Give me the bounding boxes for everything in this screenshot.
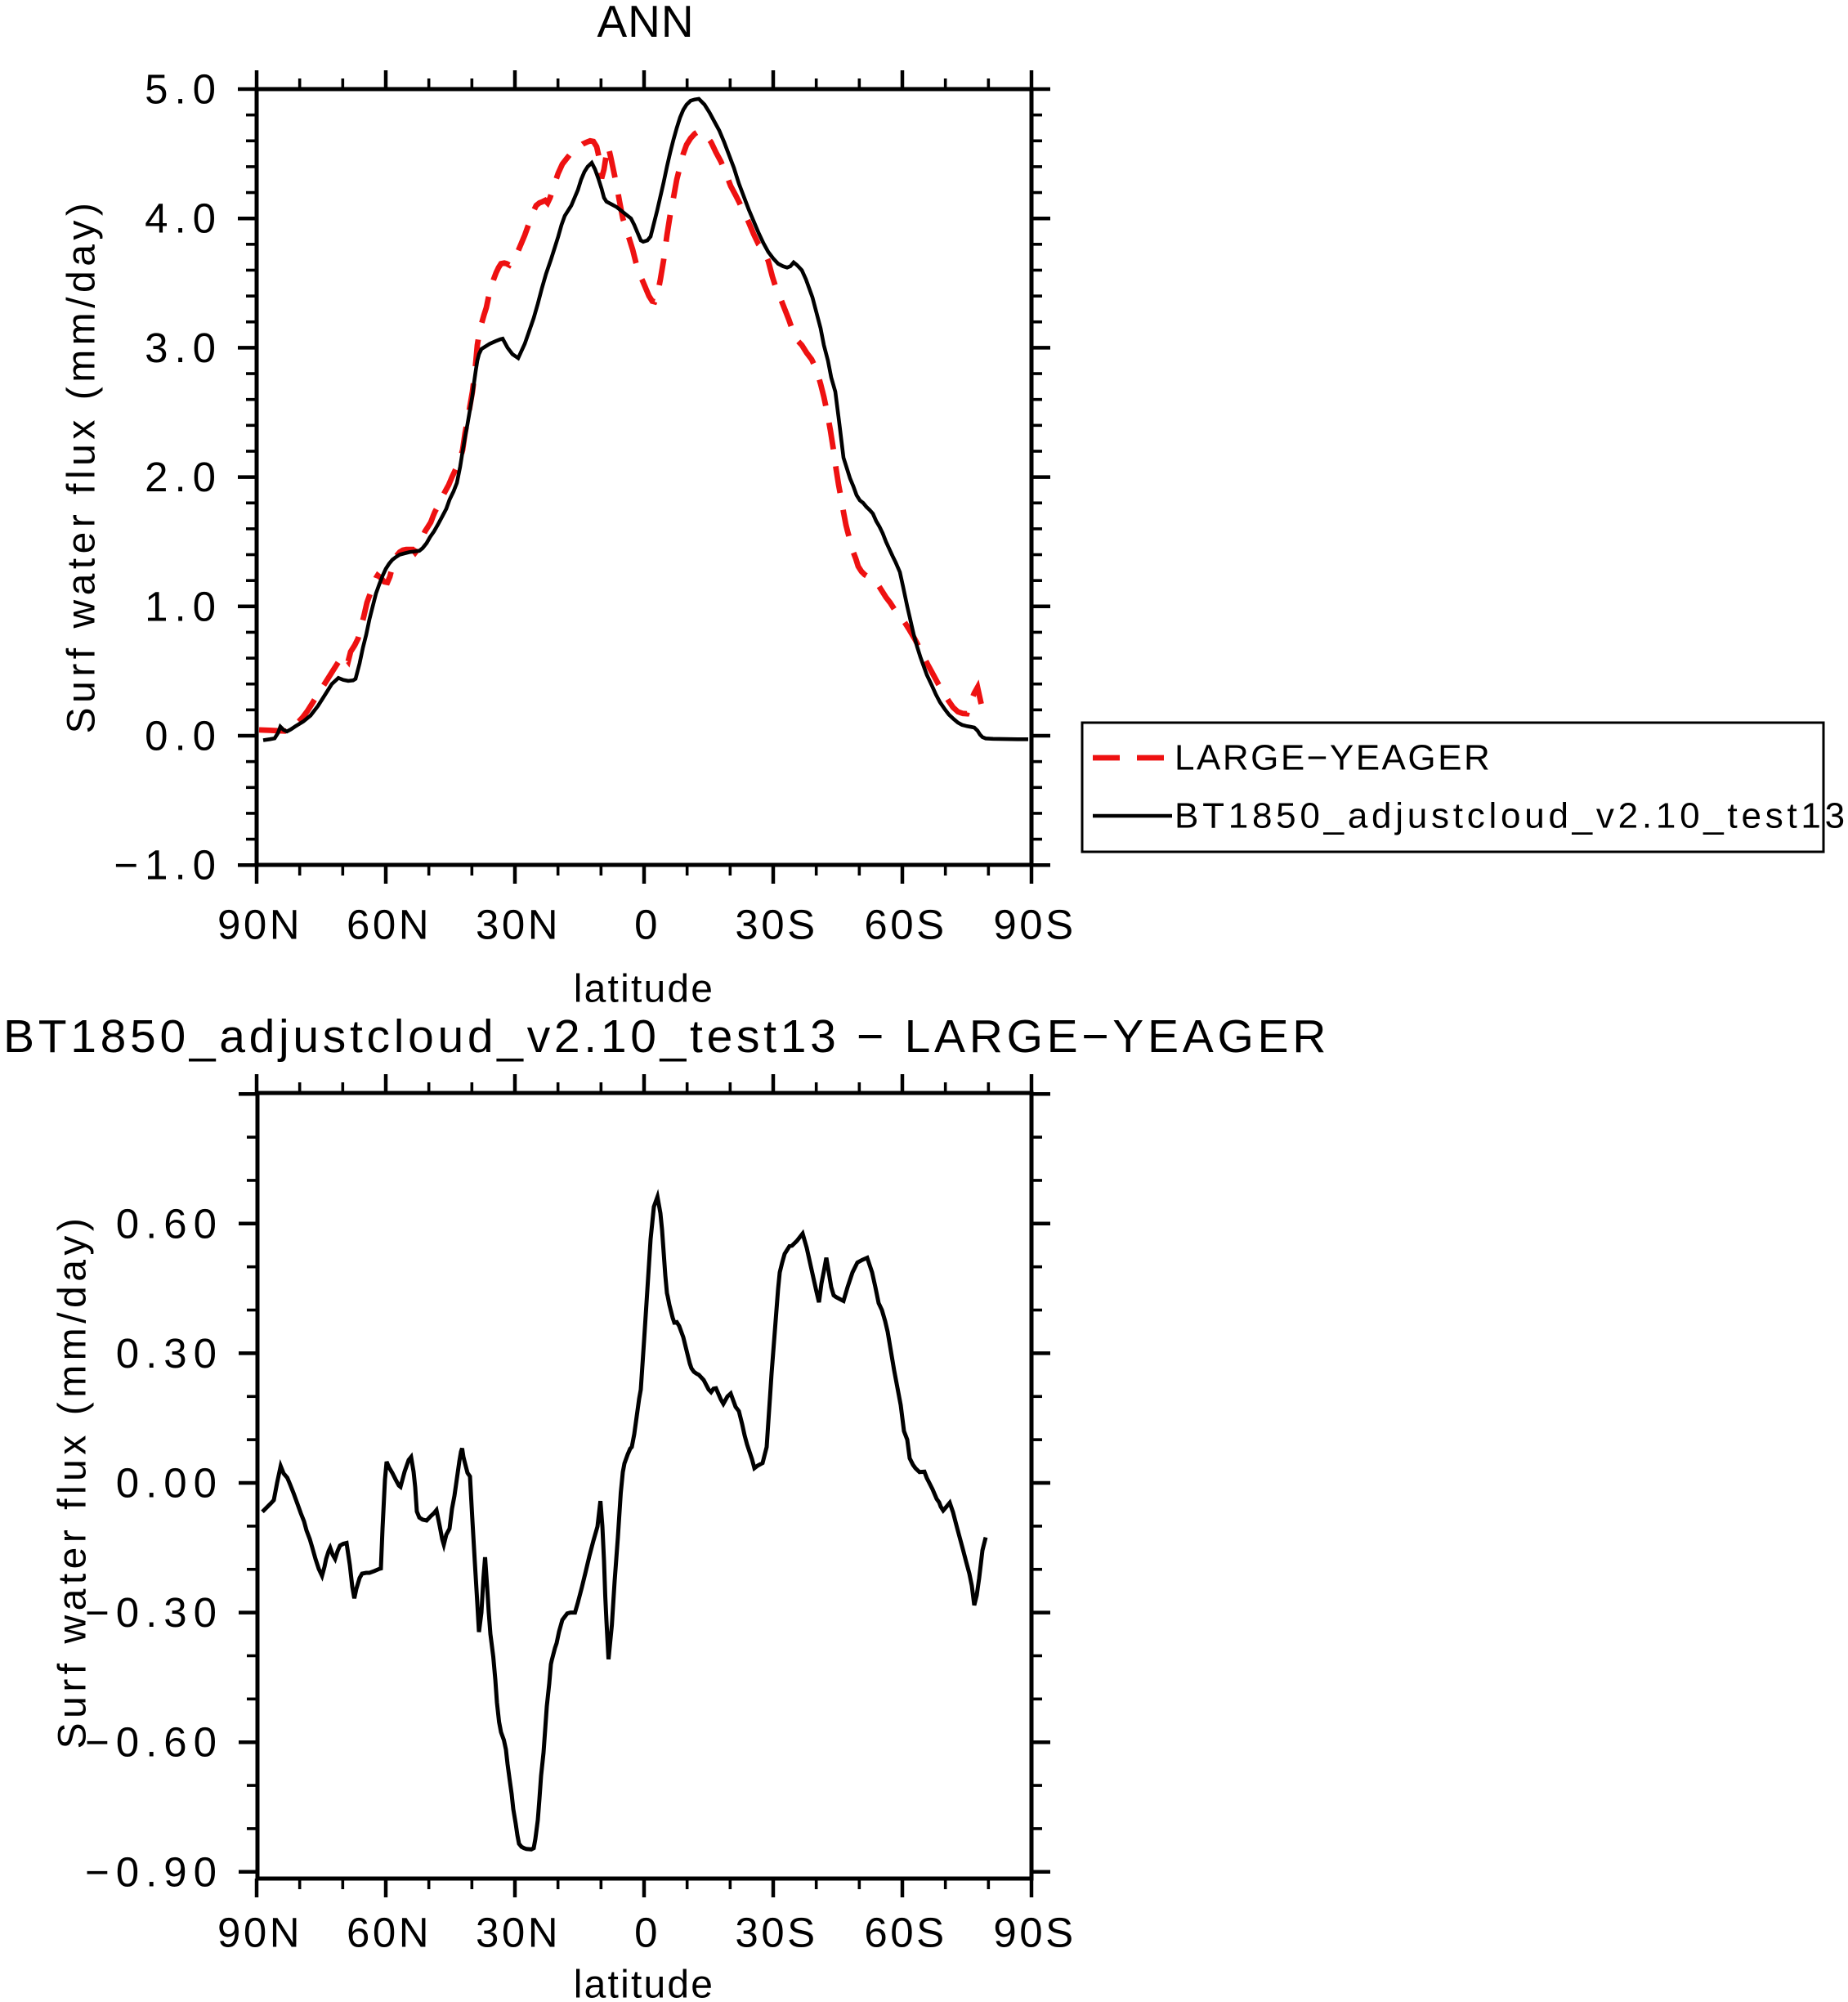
svg-text:4.0: 4.0 <box>145 195 222 242</box>
svg-text:BT1850_adjustcloud_v2.10_test1: BT1850_adjustcloud_v2.10_test13 <box>1175 796 1848 836</box>
svg-text:60N: 60N <box>347 902 432 948</box>
svg-text:LARGE−YEAGER: LARGE−YEAGER <box>1175 738 1492 778</box>
svg-text:0: 0 <box>634 1910 660 1956</box>
svg-text:90S: 90S <box>993 1910 1076 1956</box>
svg-text:60S: 60S <box>864 902 946 948</box>
svg-text:Surf water flux (mm/day): Surf water flux (mm/day) <box>60 199 104 734</box>
svg-text:60N: 60N <box>347 1910 432 1956</box>
svg-text:30N: 30N <box>476 1910 561 1956</box>
svg-text:−1.0: −1.0 <box>114 842 222 889</box>
svg-text:3.0: 3.0 <box>145 325 222 371</box>
svg-text:0.60: 0.60 <box>116 1200 223 1247</box>
svg-text:−0.30: −0.30 <box>85 1589 223 1636</box>
svg-text:latitude: latitude <box>574 1964 714 1999</box>
svg-text:90N: 90N <box>217 902 302 948</box>
svg-text:5.0: 5.0 <box>145 66 222 113</box>
svg-text:1.0: 1.0 <box>145 583 222 629</box>
svg-text:2.0: 2.0 <box>145 454 222 500</box>
svg-text:0.0: 0.0 <box>145 713 222 759</box>
svg-text:0.30: 0.30 <box>116 1330 223 1377</box>
svg-text:−0.60: −0.60 <box>85 1719 223 1766</box>
svg-text:30S: 30S <box>735 1910 817 1956</box>
svg-text:60S: 60S <box>864 1910 946 1956</box>
svg-text:Surf water flux (mm/day): Surf water flux (mm/day) <box>51 1214 95 1749</box>
svg-text:30N: 30N <box>476 902 561 948</box>
svg-text:ANN: ANN <box>597 0 694 47</box>
svg-text:0: 0 <box>634 902 660 948</box>
svg-text:−0.90: −0.90 <box>85 1848 223 1895</box>
svg-text:0.00: 0.00 <box>116 1460 223 1507</box>
svg-text:latitude: latitude <box>574 968 714 1011</box>
svg-text:BT1850_adjustcloud_v2.10_test1: BT1850_adjustcloud_v2.10_test13 − LARGE−… <box>3 1010 1330 1063</box>
svg-text:90S: 90S <box>993 902 1076 948</box>
svg-text:90N: 90N <box>217 1910 302 1956</box>
svg-text:30S: 30S <box>735 902 817 948</box>
